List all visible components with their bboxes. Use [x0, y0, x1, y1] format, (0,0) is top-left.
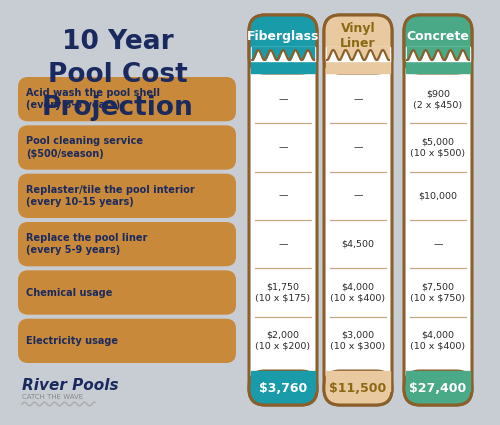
Text: Chemical usage: Chemical usage: [26, 287, 113, 298]
Text: $2,000
(10 x $200): $2,000 (10 x $200): [256, 331, 310, 351]
Bar: [251, 53, 315, 73]
Text: $4,000
(10 x $400): $4,000 (10 x $400): [330, 283, 386, 302]
Text: —: —: [278, 240, 288, 249]
FancyBboxPatch shape: [18, 319, 236, 363]
Text: River Pools: River Pools: [22, 377, 118, 393]
Text: Acid wash the pool shell
(every 3-5 years): Acid wash the pool shell (every 3-5 year…: [26, 88, 160, 110]
Text: CATCH THE WAVE: CATCH THE WAVE: [22, 394, 83, 400]
FancyBboxPatch shape: [249, 15, 317, 405]
Text: $11,500: $11,500: [330, 382, 386, 394]
Bar: [326, 53, 390, 73]
Text: —: —: [278, 191, 288, 200]
Text: 10 Year
Pool Cost
Projection: 10 Year Pool Cost Projection: [42, 29, 194, 121]
Text: —: —: [353, 95, 363, 104]
Bar: [326, 47, 390, 61]
Text: $7,500
(10 x $750): $7,500 (10 x $750): [410, 283, 466, 302]
Text: —: —: [353, 143, 363, 152]
FancyBboxPatch shape: [249, 15, 317, 73]
Text: $4,500: $4,500: [342, 240, 374, 249]
Bar: [251, 371, 315, 391]
FancyBboxPatch shape: [249, 371, 317, 405]
Bar: [251, 47, 315, 61]
Bar: [326, 371, 390, 391]
FancyBboxPatch shape: [18, 222, 236, 266]
FancyBboxPatch shape: [18, 270, 236, 314]
Bar: [406, 47, 470, 61]
Text: $5,000
(10 x $500): $5,000 (10 x $500): [410, 138, 466, 157]
Text: Pool cleaning service
($500/season): Pool cleaning service ($500/season): [26, 136, 143, 159]
Text: $10,000: $10,000: [418, 191, 458, 200]
FancyBboxPatch shape: [18, 77, 236, 121]
Text: $27,400: $27,400: [410, 382, 467, 394]
Text: —: —: [353, 191, 363, 200]
Text: $3,760: $3,760: [259, 382, 307, 394]
FancyBboxPatch shape: [324, 15, 392, 405]
FancyBboxPatch shape: [324, 15, 392, 73]
Text: —: —: [278, 95, 288, 104]
FancyBboxPatch shape: [404, 371, 472, 405]
Text: Fiberglass: Fiberglass: [247, 29, 319, 42]
Text: Replaster/tile the pool interior
(every 10-15 years): Replaster/tile the pool interior (every …: [26, 184, 195, 207]
Bar: [406, 371, 470, 391]
Text: —: —: [278, 143, 288, 152]
Text: Concrete: Concrete: [406, 29, 470, 42]
Text: $4,000
(10 x $400): $4,000 (10 x $400): [410, 331, 466, 351]
Text: —: —: [433, 240, 443, 249]
FancyBboxPatch shape: [324, 371, 392, 405]
FancyBboxPatch shape: [404, 15, 472, 405]
Text: Vinyl
Liner: Vinyl Liner: [340, 22, 376, 50]
Text: Electricity usage: Electricity usage: [26, 336, 118, 346]
FancyBboxPatch shape: [404, 15, 472, 73]
Text: $1,750
(10 x $175): $1,750 (10 x $175): [256, 283, 310, 302]
FancyBboxPatch shape: [18, 174, 236, 218]
Text: $3,000
(10 x $300): $3,000 (10 x $300): [330, 331, 386, 351]
FancyBboxPatch shape: [18, 125, 236, 170]
Bar: [406, 53, 470, 73]
Text: Replace the pool liner
(every 5-9 years): Replace the pool liner (every 5-9 years): [26, 233, 148, 255]
Text: $900
(2 x $450): $900 (2 x $450): [414, 89, 463, 109]
